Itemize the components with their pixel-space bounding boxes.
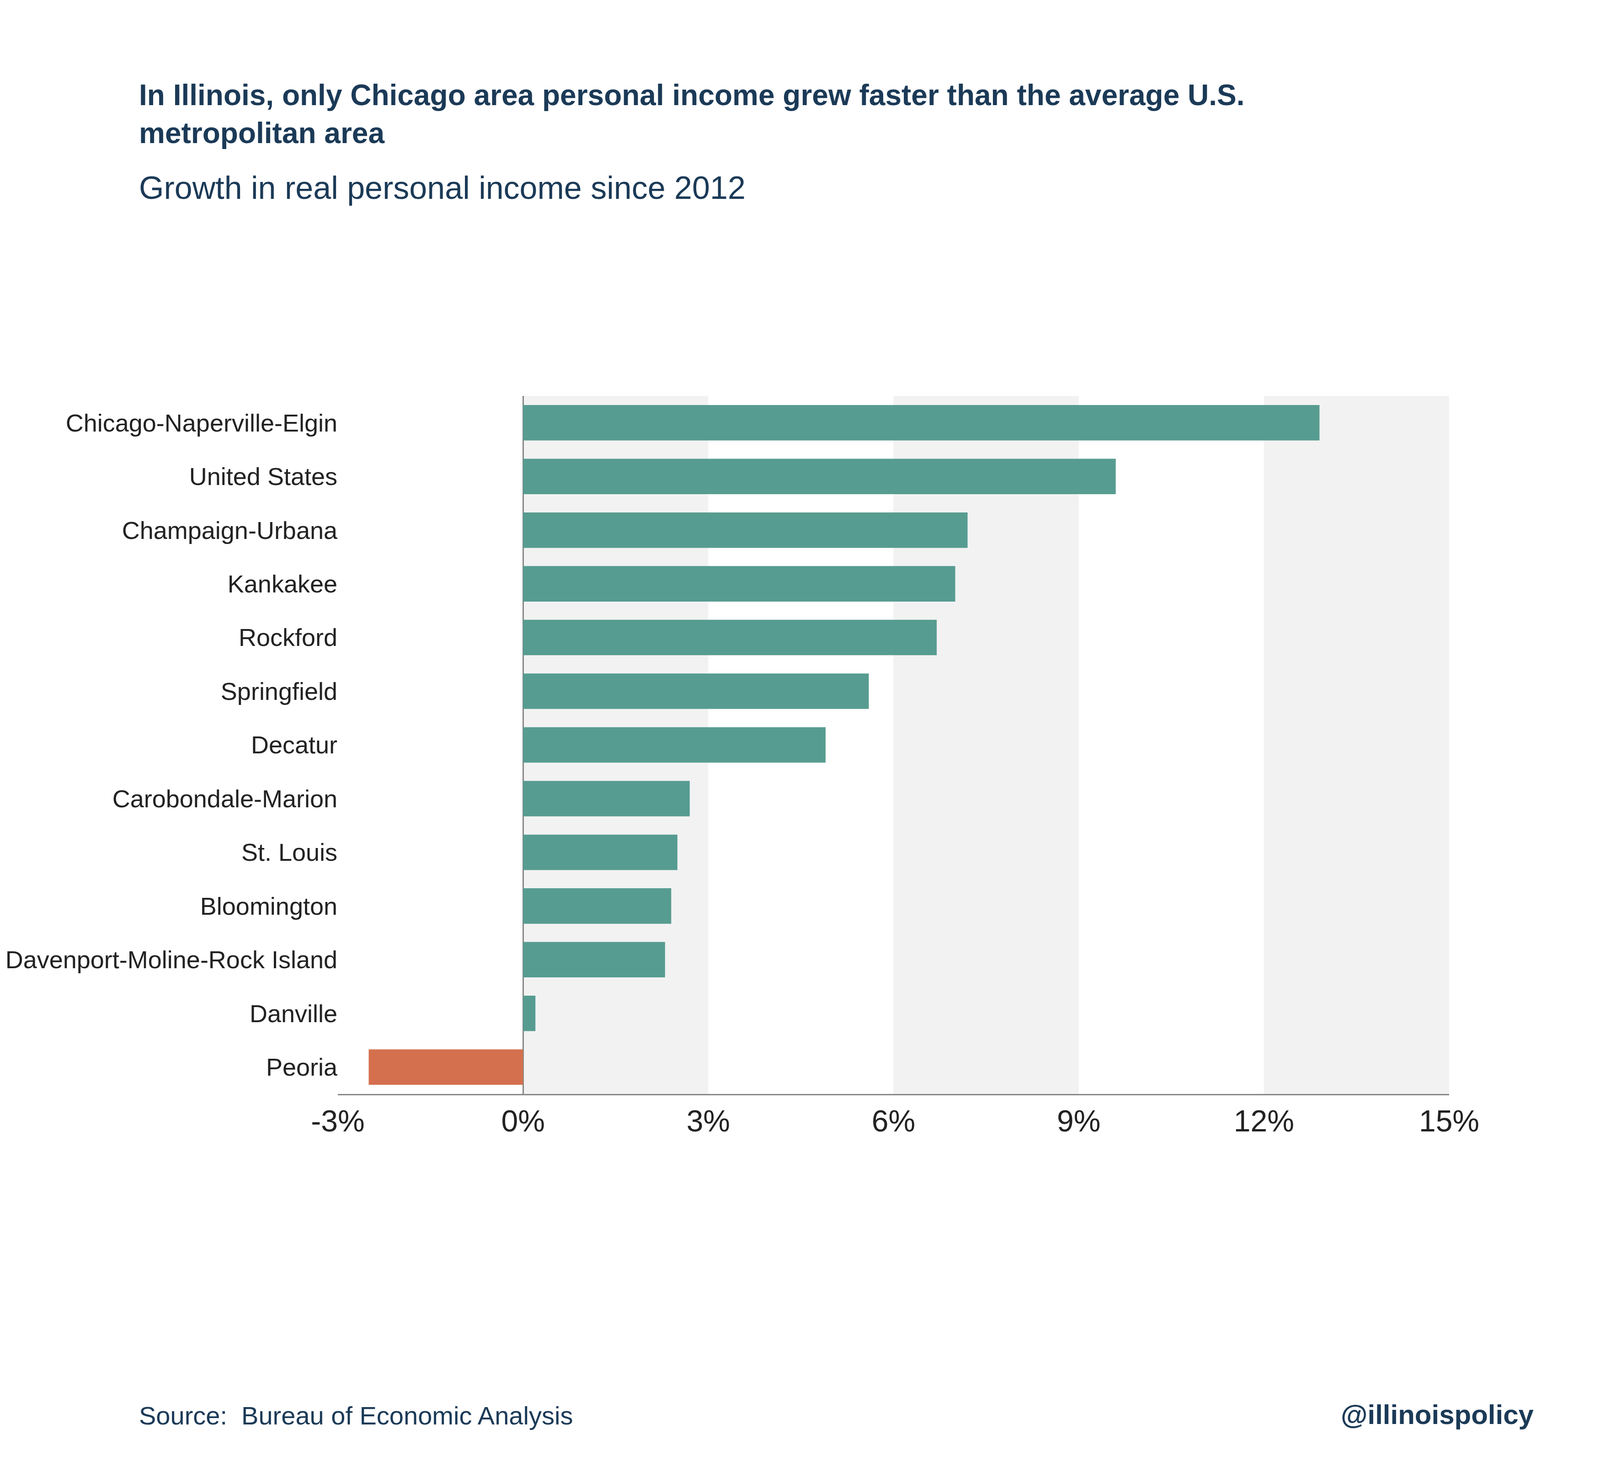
- svg-text:St. Louis: St. Louis: [241, 838, 338, 866]
- svg-text:Rockford: Rockford: [238, 623, 338, 651]
- svg-text:Carobondale-Marion: Carobondale-Marion: [112, 784, 338, 813]
- svg-text:9%: 9%: [1056, 1104, 1101, 1138]
- svg-text:6%: 6%: [871, 1104, 916, 1138]
- svg-text:Source: Bureau of Economic An: Source: Bureau of Economic Analysis: [138, 1401, 573, 1430]
- svg-text:-3%: -3%: [310, 1104, 365, 1138]
- svg-text:United States: United States: [189, 462, 338, 491]
- svg-text:15%: 15%: [1418, 1104, 1480, 1138]
- svg-text:Champaign-Urbana: Champaign-Urbana: [122, 516, 338, 544]
- svg-text:Davenport-Moline-Rock Island: Davenport-Moline-Rock Island: [5, 945, 338, 974]
- svg-text:Bloomington: Bloomington: [200, 892, 338, 920]
- svg-text:Chicago-Naperville-Elgin: Chicago-Naperville-Elgin: [65, 409, 338, 437]
- svg-text:@illinoispolicy: @illinoispolicy: [1340, 1399, 1535, 1430]
- svg-text:In Illinois, only Chicago area: In Illinois, only Chicago area personal …: [138, 78, 1245, 150]
- svg-text:Peoria: Peoria: [266, 1053, 338, 1081]
- svg-text:Decatur: Decatur: [250, 730, 338, 759]
- svg-text:Growth in real personal income: Growth in real personal income since 201…: [138, 170, 746, 206]
- svg-text:Kankakee: Kankakee: [227, 570, 338, 598]
- svg-text:0%: 0%: [501, 1104, 545, 1138]
- svg-text:Danville: Danville: [249, 999, 338, 1028]
- svg-text:12%: 12%: [1233, 1104, 1295, 1138]
- svg-text:Springfield: Springfield: [220, 677, 338, 705]
- svg-text:3%: 3%: [686, 1104, 731, 1138]
